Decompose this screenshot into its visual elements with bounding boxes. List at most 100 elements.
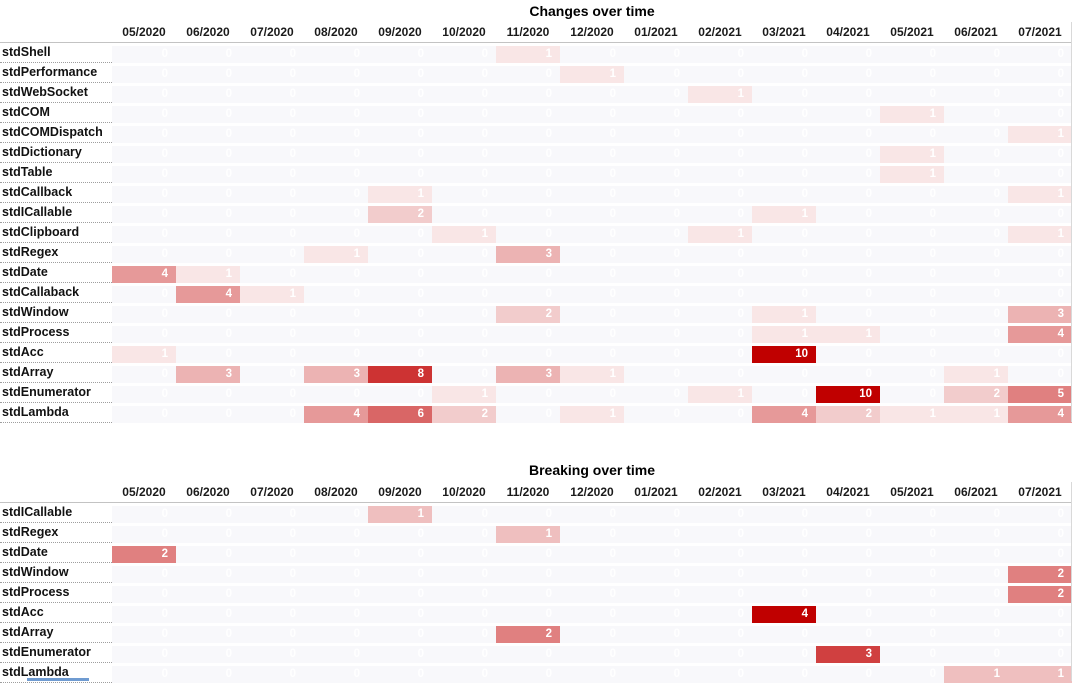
value-cell[interactable]: 0 <box>688 303 752 323</box>
month-header-cell[interactable]: 08/2020 <box>314 485 358 499</box>
value-cell[interactable]: 0 <box>560 663 624 683</box>
value-cell[interactable]: 0 <box>240 163 304 183</box>
value-cell[interactable]: 0 <box>560 303 624 323</box>
value-cell[interactable]: 1 <box>688 383 752 403</box>
month-header-cell[interactable]: 07/2020 <box>250 485 294 499</box>
value-cell[interactable]: 0 <box>304 583 368 603</box>
value-cell[interactable]: 0 <box>176 243 240 263</box>
value-cell[interactable]: 0 <box>240 243 304 263</box>
value-cell[interactable]: 0 <box>176 83 240 103</box>
value-cell[interactable]: 0 <box>752 523 816 543</box>
value-cell[interactable]: 0 <box>112 203 176 223</box>
value-cell[interactable]: 0 <box>816 283 880 303</box>
value-cell[interactable]: 0 <box>304 663 368 683</box>
value-cell[interactable]: 2 <box>432 403 496 423</box>
value-cell[interactable]: 0 <box>240 643 304 663</box>
value-cell[interactable]: 2 <box>944 383 1008 403</box>
value-cell[interactable]: 0 <box>944 183 1008 203</box>
value-cell[interactable]: 0 <box>624 643 688 663</box>
value-cell[interactable]: 0 <box>176 623 240 643</box>
value-cell[interactable]: 1 <box>368 183 432 203</box>
value-cell[interactable]: 10 <box>752 343 816 363</box>
month-header-cell[interactable]: 01/2021 <box>634 485 678 499</box>
value-cell[interactable]: 0 <box>816 263 880 283</box>
value-cell[interactable]: 0 <box>368 603 432 623</box>
month-header-cell[interactable]: 06/2021 <box>954 485 998 499</box>
value-cell[interactable]: 0 <box>752 643 816 663</box>
value-cell[interactable]: 0 <box>688 123 752 143</box>
value-cell[interactable]: 1 <box>1008 123 1072 143</box>
value-cell[interactable]: 2 <box>1008 583 1072 603</box>
value-cell[interactable]: 0 <box>304 643 368 663</box>
value-cell[interactable]: 0 <box>752 263 816 283</box>
value-cell[interactable]: 0 <box>112 503 176 523</box>
value-cell[interactable]: 0 <box>816 603 880 623</box>
value-cell[interactable]: 0 <box>688 583 752 603</box>
value-cell[interactable]: 0 <box>496 143 560 163</box>
value-cell[interactable]: 0 <box>432 523 496 543</box>
value-cell[interactable]: 0 <box>880 343 944 363</box>
value-cell[interactable]: 0 <box>1008 43 1072 63</box>
value-cell[interactable]: 0 <box>176 343 240 363</box>
value-cell[interactable]: 0 <box>752 283 816 303</box>
value-cell[interactable]: 0 <box>112 123 176 143</box>
row-label-cell[interactable]: stdProcess <box>0 583 112 603</box>
value-cell[interactable]: 0 <box>944 83 1008 103</box>
value-cell[interactable]: 0 <box>368 623 432 643</box>
value-cell[interactable]: 5 <box>1008 383 1072 403</box>
value-cell[interactable]: 0 <box>112 163 176 183</box>
value-cell[interactable]: 3 <box>304 363 368 383</box>
value-cell[interactable]: 0 <box>816 343 880 363</box>
value-cell[interactable]: 0 <box>816 583 880 603</box>
value-cell[interactable]: 0 <box>1008 283 1072 303</box>
row-label-cell[interactable]: stdLambda <box>0 403 112 423</box>
value-cell[interactable]: 0 <box>176 643 240 663</box>
row-label-cell[interactable]: stdWindow <box>0 303 112 323</box>
value-cell[interactable]: 0 <box>688 203 752 223</box>
value-cell[interactable]: 0 <box>1008 83 1072 103</box>
value-cell[interactable]: 0 <box>560 383 624 403</box>
value-cell[interactable]: 0 <box>432 323 496 343</box>
value-cell[interactable]: 0 <box>432 263 496 283</box>
value-cell[interactable]: 0 <box>944 603 1008 623</box>
row-label-cell[interactable]: stdProcess <box>0 323 112 343</box>
value-cell[interactable]: 0 <box>944 223 1008 243</box>
month-header-cell[interactable]: 11/2020 <box>506 485 550 499</box>
value-cell[interactable]: 0 <box>688 243 752 263</box>
value-cell[interactable]: 0 <box>624 343 688 363</box>
value-cell[interactable]: 1 <box>1008 223 1072 243</box>
value-cell[interactable]: 1 <box>560 403 624 423</box>
value-cell[interactable]: 0 <box>944 123 1008 143</box>
value-cell[interactable]: 0 <box>1008 203 1072 223</box>
value-cell[interactable]: 0 <box>368 143 432 163</box>
value-cell[interactable]: 0 <box>1008 343 1072 363</box>
value-cell[interactable]: 0 <box>944 543 1008 563</box>
value-cell[interactable]: 0 <box>176 663 240 683</box>
value-cell[interactable]: 0 <box>368 63 432 83</box>
value-cell[interactable]: 0 <box>112 623 176 643</box>
value-cell[interactable]: 6 <box>368 403 432 423</box>
value-cell[interactable]: 0 <box>240 263 304 283</box>
value-cell[interactable]: 0 <box>432 503 496 523</box>
row-label-cell[interactable]: stdEnumerator <box>0 383 112 403</box>
value-cell[interactable]: 0 <box>432 363 496 383</box>
value-cell[interactable]: 0 <box>432 123 496 143</box>
value-cell[interactable]: 0 <box>176 323 240 343</box>
value-cell[interactable]: 0 <box>112 643 176 663</box>
value-cell[interactable]: 0 <box>752 623 816 643</box>
value-cell[interactable]: 0 <box>240 363 304 383</box>
month-header-cell[interactable]: 08/2020 <box>314 25 358 39</box>
row-label-cell[interactable]: stdRegex <box>0 523 112 543</box>
month-header-cell[interactable]: 11/2020 <box>506 25 550 39</box>
value-cell[interactable]: 1 <box>496 43 560 63</box>
value-cell[interactable]: 0 <box>624 123 688 143</box>
value-cell[interactable]: 10 <box>816 383 880 403</box>
value-cell[interactable]: 0 <box>496 643 560 663</box>
value-cell[interactable]: 0 <box>432 143 496 163</box>
value-cell[interactable]: 0 <box>624 283 688 303</box>
month-header-cell[interactable]: 09/2020 <box>378 485 422 499</box>
value-cell[interactable]: 0 <box>496 123 560 143</box>
value-cell[interactable]: 0 <box>496 663 560 683</box>
value-cell[interactable]: 0 <box>1008 143 1072 163</box>
value-cell[interactable]: 0 <box>880 543 944 563</box>
